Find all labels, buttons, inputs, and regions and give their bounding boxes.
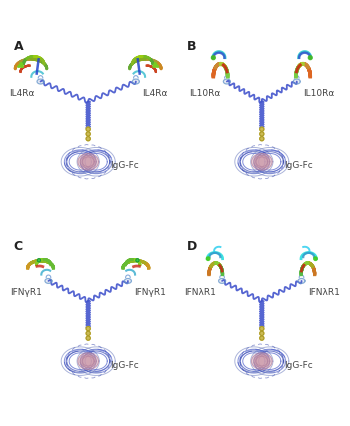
Text: A: A [14,40,23,53]
Circle shape [260,326,264,331]
Text: IFNλR1: IFNλR1 [184,288,216,297]
Polygon shape [223,79,230,84]
Circle shape [37,259,41,262]
Polygon shape [37,79,44,84]
Polygon shape [80,355,96,368]
Circle shape [260,336,264,340]
Polygon shape [252,353,272,369]
Polygon shape [45,279,52,283]
Text: IFNγR1: IFNγR1 [10,288,42,297]
Circle shape [86,326,90,331]
Text: C: C [14,239,23,253]
Polygon shape [80,155,96,168]
Polygon shape [254,355,270,368]
Polygon shape [254,155,270,168]
Text: IgG-Fc: IgG-Fc [284,161,313,170]
Circle shape [86,336,90,340]
Polygon shape [82,356,94,366]
Polygon shape [82,157,94,167]
Circle shape [86,132,90,136]
Text: B: B [187,40,197,53]
Circle shape [136,259,139,262]
Polygon shape [78,153,98,170]
Polygon shape [132,79,139,84]
Polygon shape [256,157,268,167]
Circle shape [86,127,90,131]
Text: IFNλR1: IFNλR1 [308,288,340,297]
Circle shape [260,331,264,335]
Circle shape [314,257,317,260]
Circle shape [308,56,312,60]
Polygon shape [124,279,131,283]
Text: IL10Rα: IL10Rα [303,89,335,98]
Circle shape [206,257,210,260]
Text: IgG-Fc: IgG-Fc [284,361,313,370]
Polygon shape [78,353,98,369]
Circle shape [260,127,264,131]
Text: IL10Rα: IL10Rα [189,89,220,98]
Circle shape [86,137,90,141]
Text: IgG-Fc: IgG-Fc [111,161,139,170]
Text: D: D [187,239,197,253]
Polygon shape [293,79,300,84]
Circle shape [260,137,264,141]
Text: IL4Rα: IL4Rα [9,89,34,98]
Text: IFNγR1: IFNγR1 [134,288,166,297]
Polygon shape [256,356,268,366]
Circle shape [260,132,264,136]
Polygon shape [219,279,226,283]
Circle shape [211,56,215,60]
Text: IL4Rα: IL4Rα [142,89,168,98]
Polygon shape [298,279,305,283]
Polygon shape [252,153,272,170]
Circle shape [86,331,90,335]
Text: IgG-Fc: IgG-Fc [111,361,139,370]
